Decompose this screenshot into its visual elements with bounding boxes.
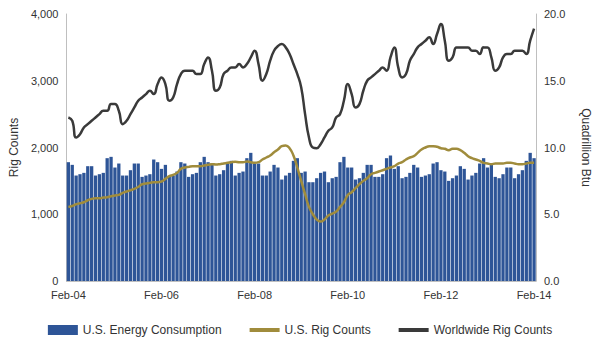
svg-text:U.S. Rig Counts: U.S. Rig Counts <box>285 323 371 337</box>
svg-text:10.0: 10.0 <box>544 142 565 154</box>
svg-text:Feb-10: Feb-10 <box>330 289 365 301</box>
svg-text:Worldwide Rig Counts: Worldwide Rig Counts <box>434 323 553 337</box>
svg-text:U.S. Energy Consumption: U.S. Energy Consumption <box>83 323 222 337</box>
svg-text:Feb-12: Feb-12 <box>423 289 458 301</box>
svg-text:0: 0 <box>52 275 58 287</box>
svg-text:15.0: 15.0 <box>544 75 565 87</box>
svg-text:1,000: 1,000 <box>31 208 59 220</box>
svg-text:Feb-06: Feb-06 <box>144 289 179 301</box>
svg-text:5.0: 5.0 <box>544 208 559 220</box>
svg-text:0.0: 0.0 <box>544 275 559 287</box>
svg-text:Rig Counts: Rig Counts <box>7 118 21 177</box>
svg-text:Quadrillion Btu: Quadrillion Btu <box>579 108 593 187</box>
svg-text:2,000: 2,000 <box>31 142 59 154</box>
svg-text:4,000: 4,000 <box>31 8 59 20</box>
svg-text:Feb-14: Feb-14 <box>517 289 552 301</box>
svg-text:Feb-08: Feb-08 <box>237 289 272 301</box>
svg-text:20.0: 20.0 <box>544 8 565 20</box>
svg-text:Feb-04: Feb-04 <box>51 289 86 301</box>
svg-text:3,000: 3,000 <box>31 75 59 87</box>
